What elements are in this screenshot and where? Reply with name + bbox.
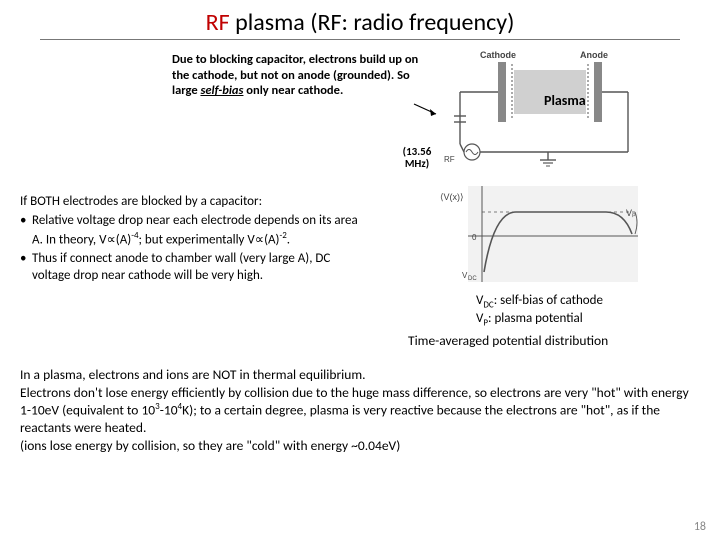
- blurb-top: Due to blocking capacitor, electrons bui…: [172, 52, 432, 99]
- svg-text:DC: DC: [468, 276, 477, 282]
- circuit-diagram: Cathode Anode RF: [440, 48, 646, 168]
- legend-2: VP: plasma potential: [476, 311, 603, 329]
- blurb-l2: only near cathode.: [243, 83, 343, 98]
- legend: VDC: self-bias of cathode VP: plasma pot…: [476, 293, 603, 329]
- plasma-text: Plasma: [544, 92, 586, 109]
- bullets-lead: If BOTH electrodes are blocked by a capa…: [20, 194, 366, 211]
- title-rest: plasma (RF: radio frequency): [230, 8, 515, 37]
- blurb-em: self-bias: [200, 83, 243, 98]
- bullet-text: If BOTH electrodes are blocked by a capa…: [20, 194, 366, 287]
- bullet-2: Thus if connect anode to chamber wall (v…: [20, 251, 366, 285]
- para2-l3: (ions lose energy by collision, so they …: [20, 437, 692, 455]
- svg-text:RF: RF: [444, 155, 455, 164]
- para2-l2: Electrons don't lose energy efficiently …: [20, 384, 692, 437]
- bullet-1: Relative voltage drop near each electrod…: [20, 213, 366, 249]
- slide-title: RF plasma (RF: radio frequency): [0, 0, 720, 37]
- diagram-caption: Time-averaged potential distribution: [408, 332, 608, 349]
- arrow-icon: [412, 100, 442, 130]
- bottom-paragraph: In a plasma, electrons and ions are NOT …: [20, 366, 692, 454]
- svg-text:0: 0: [472, 233, 477, 242]
- svg-text:Anode: Anode: [580, 50, 608, 60]
- svg-text:Cathode: Cathode: [480, 50, 516, 60]
- svg-text:Vₚ: Vₚ: [626, 208, 636, 218]
- potential-diagram: ⟨V(x)⟩ 0 Vₚ V DC: [438, 180, 648, 290]
- title-divider: [40, 39, 680, 40]
- title-rf: RF: [206, 8, 230, 37]
- para2-l1: In a plasma, electrons and ions are NOT …: [20, 366, 692, 384]
- frequency-label: (13.56 MHz): [396, 146, 438, 170]
- page-number: 18: [694, 520, 706, 534]
- legend-1: VDC: self-bias of cathode: [476, 293, 603, 311]
- svg-text:⟨V(x)⟩: ⟨V(x)⟩: [440, 192, 464, 202]
